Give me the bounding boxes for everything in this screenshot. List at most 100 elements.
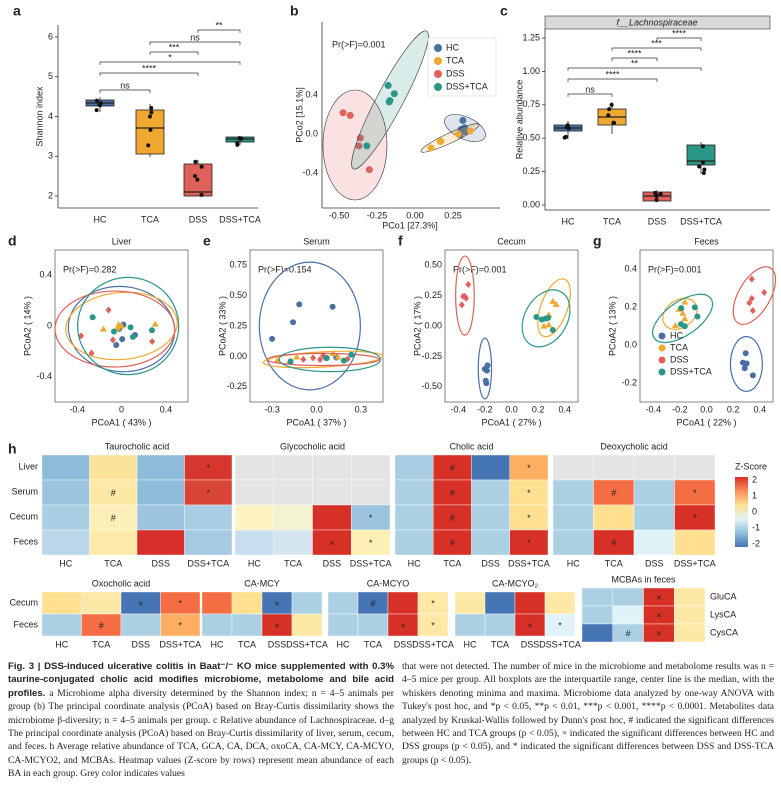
caption-right-column: that were not detected. The number of mi… xyxy=(402,660,774,767)
column-label: TCA xyxy=(491,639,509,649)
x-tick-label: DSS+TCA xyxy=(680,216,722,226)
heatmap-cell xyxy=(120,613,161,637)
significance-bracket xyxy=(99,72,199,76)
heatmap-title: Cholic acid xyxy=(449,441,493,451)
heatmap-cell xyxy=(201,591,233,615)
heatmap-cell xyxy=(41,504,90,531)
legend-label: DSS+TCA xyxy=(670,366,712,376)
heatmap-cell xyxy=(351,504,391,531)
point xyxy=(761,288,768,296)
panel-label: d xyxy=(8,233,17,249)
confidence-ellipse xyxy=(729,336,763,392)
panel-label: h xyxy=(8,441,17,457)
point xyxy=(549,297,557,304)
significance-symbol: # xyxy=(99,620,104,630)
significance-bracket xyxy=(197,29,241,33)
confidence-ellipse xyxy=(65,291,178,361)
point xyxy=(458,301,465,309)
confidence-ellipse xyxy=(262,350,384,369)
x-tick-label: 0.4 xyxy=(160,404,173,414)
point xyxy=(287,358,294,365)
point xyxy=(199,192,204,197)
column-label: DSS xyxy=(323,558,342,568)
point xyxy=(563,134,568,139)
y-axis-label: PCoA2 ( 17% ) xyxy=(412,296,422,356)
significance-bracket xyxy=(149,41,241,45)
point xyxy=(149,106,154,111)
panel-label: g xyxy=(593,233,602,249)
point xyxy=(348,351,355,358)
heatmap-cell xyxy=(234,454,274,481)
heatmap-cell xyxy=(184,504,233,531)
heatmap-cell xyxy=(394,529,434,556)
y-tick-label: 0.00 xyxy=(229,351,247,361)
point xyxy=(339,109,347,117)
column-label: HC xyxy=(464,639,477,649)
significance-label: ns xyxy=(120,80,130,90)
column-label: DSS+TCA xyxy=(187,558,229,568)
significance-label: **** xyxy=(627,48,642,58)
point xyxy=(129,333,136,340)
panel-title: Serum xyxy=(303,236,330,246)
point xyxy=(317,356,324,364)
significance-bracket xyxy=(656,37,702,41)
confidence-ellipse xyxy=(477,337,493,400)
significance-symbol: × xyxy=(274,598,279,608)
point xyxy=(552,300,560,307)
x-tick-label: -0.3 xyxy=(264,404,280,414)
legend-label: DSS xyxy=(446,68,465,78)
heatmap-cell xyxy=(433,529,472,556)
significance-symbol: * xyxy=(178,620,182,630)
annotation: Pr(>F)=0.001 xyxy=(453,264,507,274)
heatmap-cell xyxy=(544,613,576,637)
panel-label: c xyxy=(500,3,508,19)
significance-symbol: × xyxy=(656,592,661,602)
heatmap-cell xyxy=(633,454,675,481)
heatmap-cell xyxy=(454,591,486,615)
significance-symbol: # xyxy=(450,488,455,498)
heatmap-cell xyxy=(273,504,313,531)
point xyxy=(454,130,462,138)
heatmap-cell xyxy=(387,591,419,615)
x-tick-label: 0.4 xyxy=(753,404,766,414)
y-tick-label: 2 xyxy=(48,190,53,200)
row-label: Feces xyxy=(13,536,38,546)
point xyxy=(461,292,468,300)
heatmap-cell xyxy=(509,504,549,531)
point xyxy=(149,110,154,115)
box xyxy=(686,144,716,166)
heatmap-cell xyxy=(351,454,391,481)
heatmap-cell xyxy=(327,613,359,637)
point xyxy=(606,113,611,118)
significance-label: * xyxy=(168,52,172,62)
y-tick-label: 5 xyxy=(48,71,53,81)
panel-title: Liver xyxy=(112,236,132,246)
caption-left-column: Fig. 3 | DSS-induced ulcerative colitis … xyxy=(8,660,394,781)
facet-strip xyxy=(544,15,771,30)
column-label: HC xyxy=(337,639,350,649)
y-tick-label: 0.00 xyxy=(522,199,540,209)
point xyxy=(700,144,705,149)
significance-label: **** xyxy=(605,69,620,79)
heatmap-cell xyxy=(201,613,233,637)
point xyxy=(105,306,112,314)
x-tick-label: -0.50 xyxy=(329,210,350,220)
heatmap-cell xyxy=(593,454,635,481)
significance-symbol: # xyxy=(626,628,631,638)
heatmap-cell xyxy=(633,529,675,556)
confidence-ellipse xyxy=(455,255,475,336)
point xyxy=(146,143,151,148)
heatmap-cell xyxy=(509,529,549,556)
significance-symbol: * xyxy=(527,463,531,473)
heatmap-cell xyxy=(433,504,472,531)
row-label: LysCA xyxy=(710,609,736,619)
heatmap-cell xyxy=(471,504,510,531)
column-label: TCA xyxy=(104,558,122,568)
heatmap-title: Deoxycholic acid xyxy=(600,441,668,451)
legend-label: DSS+TCA xyxy=(446,81,488,91)
significance-label: *** xyxy=(651,38,662,48)
heatmap-cell xyxy=(81,591,122,615)
column-label: TCA xyxy=(238,639,256,649)
point xyxy=(461,128,469,136)
point xyxy=(549,327,556,334)
